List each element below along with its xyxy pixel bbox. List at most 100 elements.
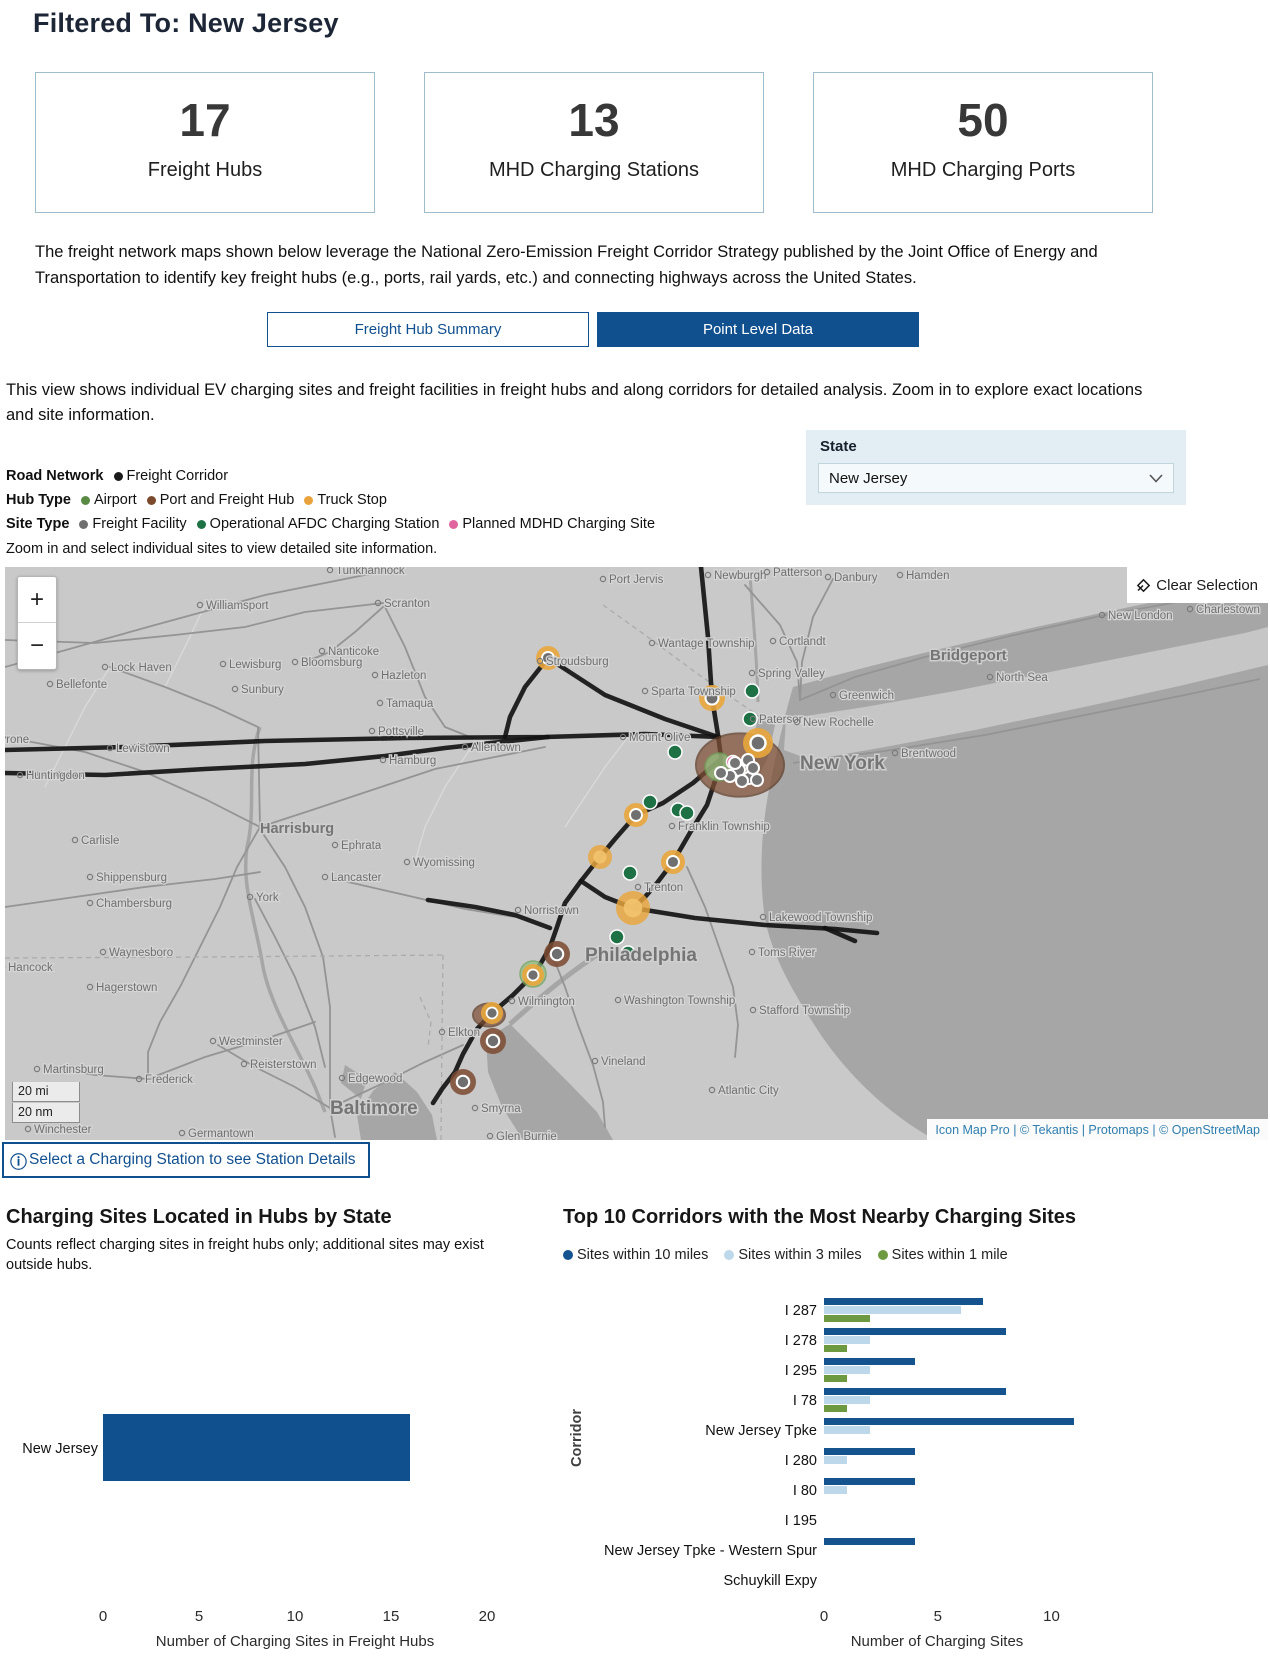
map-marker-gn[interactable] xyxy=(609,929,625,945)
map-marker-ts[interactable] xyxy=(536,646,560,670)
map-minor-road xyxy=(564,736,629,828)
map-road xyxy=(259,828,331,1109)
city-dot-icon xyxy=(1186,605,1194,613)
right-chart-bar[interactable] xyxy=(824,1366,870,1374)
city-dot-icon xyxy=(763,568,771,576)
legend-site-type-label: Site Type xyxy=(6,516,70,532)
right-chart-bar[interactable] xyxy=(824,1327,1006,1335)
big-city-label: Philadelphia xyxy=(585,945,697,966)
map-marker-yb[interactable] xyxy=(616,891,650,925)
right-chart-bar[interactable] xyxy=(824,1357,915,1365)
legend-item-0[interactable]: Sites within 10 miles xyxy=(563,1247,708,1263)
map-marker-gn[interactable] xyxy=(744,683,760,699)
right-chart-bar[interactable] xyxy=(824,1396,870,1404)
map-marker-gd[interactable] xyxy=(714,766,728,780)
freight-corridor-line[interactable] xyxy=(545,655,721,740)
legend-item-2[interactable]: Sites within 1 mile xyxy=(877,1247,1008,1263)
city-label: Wyomissing xyxy=(413,857,475,869)
zoom-in-button[interactable]: + xyxy=(18,577,56,623)
zoom-out-button[interactable]: − xyxy=(29,632,44,659)
map-marker-gn[interactable] xyxy=(642,794,658,810)
city-dot-icon xyxy=(668,822,676,830)
map-marker-gn[interactable] xyxy=(620,945,636,961)
left-chart-bar[interactable] xyxy=(103,1414,411,1481)
right-chart-bar[interactable] xyxy=(824,1336,870,1344)
map-road xyxy=(304,606,384,663)
map-road xyxy=(49,1066,149,1080)
map-marker-ts[interactable] xyxy=(624,803,648,827)
city-dot-icon xyxy=(46,680,54,688)
city-label: Spring Valley xyxy=(758,668,825,680)
city-label: Paterson xyxy=(759,714,805,726)
legend-dot-icon xyxy=(724,1250,735,1260)
city-label: Sparta Township xyxy=(651,686,736,698)
right-chart-bar[interactable] xyxy=(824,1426,870,1434)
map-zoom-controls: + − xyxy=(17,576,57,670)
legend-site-type-row: Site Type Freight Facility Operational A… xyxy=(6,512,655,536)
right-chart-bar[interactable] xyxy=(824,1486,847,1494)
freight-corridor-line[interactable] xyxy=(5,734,551,778)
city-label: Charlestown xyxy=(1196,604,1260,616)
tab-point-level-data[interactable]: Point Level Data xyxy=(597,312,919,347)
right-chart-bar[interactable] xyxy=(824,1537,915,1545)
freight-corridor-line[interactable] xyxy=(502,655,551,740)
legend-truck-stop: Truck Stop xyxy=(317,492,387,508)
state-dropdown[interactable]: New Jersey xyxy=(818,463,1174,493)
right-chart-bar[interactable] xyxy=(824,1297,984,1305)
station-details-text: Select a Charging Station to see Station… xyxy=(29,1151,356,1168)
map-marker-ts[interactable] xyxy=(661,850,685,874)
map-marker-gd[interactable] xyxy=(728,756,742,770)
map-marker-ts[interactable] xyxy=(743,728,773,758)
map-marker-gn[interactable] xyxy=(667,744,683,760)
city-dot-icon xyxy=(338,1074,346,1082)
freight-corridor-line[interactable] xyxy=(425,897,553,931)
right-chart-bar[interactable] xyxy=(824,1456,847,1464)
map-marker-gd[interactable] xyxy=(746,761,760,775)
tab-freight-hub-summary[interactable]: Freight Hub Summary xyxy=(267,312,589,347)
right-chart-category: I 295 xyxy=(784,1363,817,1379)
map-marker-gn[interactable] xyxy=(679,805,695,821)
map-road xyxy=(109,666,261,828)
map-marker-gd[interactable] xyxy=(750,773,764,787)
map-road xyxy=(147,1021,316,1080)
right-chart-bar[interactable] xyxy=(824,1314,870,1322)
right-chart-bar[interactable] xyxy=(824,1404,847,1412)
city-label: Toms River xyxy=(758,947,816,959)
map-marker-yb[interactable] xyxy=(588,845,612,869)
map-river xyxy=(243,726,327,1113)
map-canvas[interactable]: Tunkhannock Port Jervis Newburgh Patterson D… xyxy=(5,567,1268,1140)
freight-corridor-line[interactable] xyxy=(5,731,722,753)
right-chart-bar[interactable] xyxy=(824,1344,847,1352)
city-label: Smyrna xyxy=(481,1103,521,1115)
right-chart-bar[interactable] xyxy=(824,1477,915,1485)
freight-corridor-line[interactable] xyxy=(822,925,858,944)
map-marker-bh[interactable] xyxy=(480,1028,506,1054)
map-container[interactable]: Tunkhannock Port Jervis Newburgh Patterson D… xyxy=(5,567,1268,1140)
map-marker-ts[interactable] xyxy=(481,1002,503,1024)
map-marker-bh[interactable] xyxy=(544,941,570,967)
right-chart-bar[interactable] xyxy=(824,1387,1006,1395)
stat-card-freight-hubs: 17 Freight Hubs xyxy=(35,72,375,213)
map-marker-gd[interactable] xyxy=(735,774,749,788)
right-chart-bar[interactable] xyxy=(824,1447,915,1455)
map-marker-gn[interactable] xyxy=(622,865,638,881)
big-city-label: New York xyxy=(800,753,885,774)
map-marker-ts[interactable] xyxy=(522,964,544,986)
right-chart-bar[interactable] xyxy=(824,1417,1075,1425)
right-chart-bar[interactable] xyxy=(824,1306,961,1314)
map-attribution[interactable]: Icon Map Pro | © Tekantis | Protomaps | … xyxy=(927,1119,1268,1140)
map-marker-ts[interactable] xyxy=(699,685,725,711)
right-chart-bar[interactable] xyxy=(824,1374,847,1382)
legend-hub-type-row: Hub Type Airport Port and Freight Hub Tr… xyxy=(6,488,655,512)
city-label: Ephrata xyxy=(341,840,382,852)
freight-facility-dot-icon xyxy=(79,519,89,529)
right-chart-category: I 195 xyxy=(784,1513,817,1529)
freight-corridor-line[interactable] xyxy=(630,905,880,936)
clear-selection-button[interactable]: Clear Selection xyxy=(1127,567,1268,603)
map-marker-bh[interactable] xyxy=(450,1069,476,1095)
state-filter-label: State xyxy=(820,438,857,455)
city-dot-icon xyxy=(824,573,832,581)
legend-item-1[interactable]: Sites within 3 miles xyxy=(724,1247,862,1263)
city-dot-icon xyxy=(326,567,334,574)
city-dot-icon xyxy=(438,1028,446,1036)
